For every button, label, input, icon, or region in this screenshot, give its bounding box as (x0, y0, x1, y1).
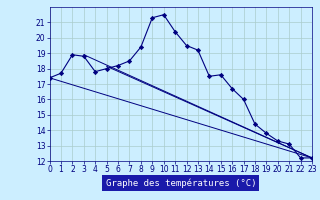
X-axis label: Graphe des températures (°C): Graphe des températures (°C) (106, 178, 256, 188)
